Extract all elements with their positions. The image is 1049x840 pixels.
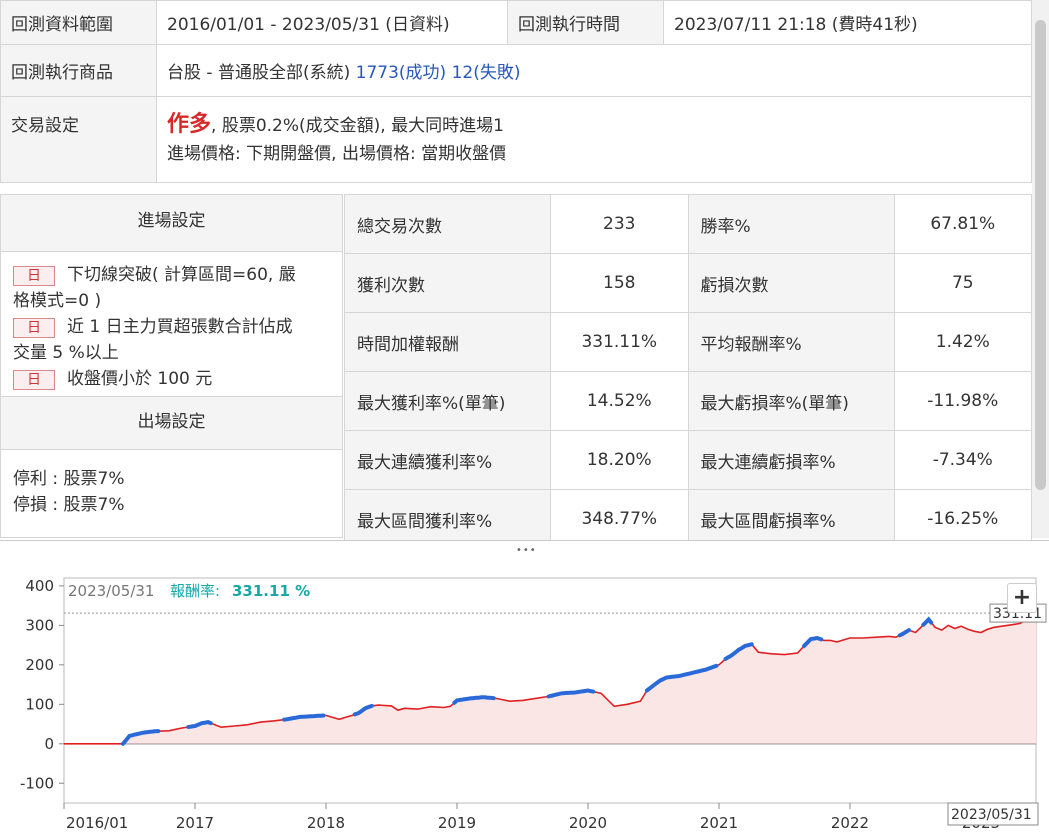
x-tick-label: 2020 bbox=[569, 814, 607, 832]
highlight-segment bbox=[802, 635, 824, 648]
return-area-fill bbox=[64, 613, 1036, 744]
highlight-segment bbox=[723, 642, 754, 661]
product-label: 回測執行商品 bbox=[0, 44, 157, 97]
entry-condition: 日下切線突破( 計算區間=60, 嚴 格模式=0 ) bbox=[1, 262, 342, 314]
highlight-segment bbox=[897, 628, 911, 638]
panel-splitter[interactable] bbox=[0, 540, 1049, 554]
highlight-segment bbox=[921, 616, 934, 627]
max-range-profit-label: 最大區間獲利率% bbox=[343, 489, 552, 549]
max-loss-single-label: 最大虧損率%(單筆) bbox=[687, 371, 895, 431]
success-count-link[interactable]: 1773(成功) bbox=[355, 63, 447, 83]
y-tick-label: 100 bbox=[25, 695, 54, 713]
y-tick-label: 0 bbox=[44, 735, 54, 753]
highlight-segment bbox=[452, 695, 496, 705]
condition-text: 近 1 日主力買超張數合計佔成 bbox=[67, 317, 293, 337]
highlight-segment bbox=[186, 720, 213, 729]
backtest-info-table: 回測資料範圍 2016/01/01 - 2023/05/31 (日資料) 回測執… bbox=[0, 0, 1032, 183]
avg-return-value: 1.42% bbox=[893, 312, 1033, 372]
range-value: 2016/01/01 - 2023/05/31 (日資料) bbox=[156, 0, 508, 45]
exec-time-value: 2023/07/11 21:18 (費時41秒) bbox=[663, 0, 1032, 45]
max-consec-loss-value: -7.34% bbox=[893, 430, 1033, 490]
take-profit-text: 停利 : 股票7% bbox=[13, 469, 125, 489]
max-range-loss-value: -16.25% bbox=[893, 489, 1033, 549]
strategy-settings-panel: 進場設定 日下切線突破( 計算區間=60, 嚴 格模式=0 ) 日近 1 日主力… bbox=[0, 194, 343, 538]
max-loss-single-value: -11.98% bbox=[893, 371, 1033, 431]
y-tick-label: -100 bbox=[20, 774, 54, 792]
exit-conditions: 停利 : 股票7% 停損 : 股票7% bbox=[1, 450, 342, 518]
daily-tag: 日 bbox=[13, 266, 55, 286]
max-range-loss-label: 最大區間虧損率% bbox=[687, 489, 895, 549]
x-tick-label: 2021 bbox=[700, 814, 738, 832]
daily-tag: 日 bbox=[13, 370, 55, 390]
entry-condition: 日收盤價小於 100 元 bbox=[1, 366, 342, 392]
product-value: 台股 - 普通股全部(系統) 1773(成功) 12(失敗) bbox=[156, 44, 1032, 97]
backtest-stats-table: 總交易次數 233 勝率% 67.81% 獲利次數 158 虧損次數 75 時間… bbox=[343, 194, 1033, 549]
y-tick-label: 300 bbox=[25, 616, 54, 634]
condition-text: 下切線突破( 計算區間=60, 嚴 bbox=[67, 265, 296, 285]
cursor-date-box bbox=[947, 802, 1039, 826]
chart-header-date: 2023/05/31 bbox=[68, 582, 154, 600]
y-tick-label: 200 bbox=[25, 656, 54, 674]
return-chart[interactable]: 400 300 200 100 0 -100 2016/01 2017 2018 2019 202… bbox=[0, 560, 1049, 840]
range-label: 回測資料範圍 bbox=[0, 0, 157, 45]
entry-settings-header: 進場設定 bbox=[1, 195, 342, 252]
zoom-in-button[interactable]: + bbox=[1007, 583, 1037, 613]
trade-setting-label: 交易設定 bbox=[0, 96, 157, 183]
total-trades-label: 總交易次數 bbox=[343, 194, 552, 254]
x-tick-label: 2016/01 bbox=[66, 814, 128, 832]
avg-return-label: 平均報酬率% bbox=[687, 312, 895, 372]
splitter-grip-icon[interactable]: ••• bbox=[516, 545, 537, 556]
scrollbar-thumb[interactable] bbox=[1035, 20, 1046, 490]
trade-setting-value: 作多, 股票0.2%(成交金額), 最大同時進場1 進場價格: 下期開盤價, 出… bbox=[156, 96, 1032, 183]
entry-conditions-list: 日下切線突破( 計算區間=60, 嚴 格模式=0 ) 日近 1 日主力買超張數合… bbox=[1, 252, 342, 396]
trade-price-text: 進場價格: 下期開盤價, 出場價格: 當期收盤價 bbox=[167, 144, 507, 164]
highlight-segment bbox=[352, 703, 374, 717]
chart-series-label: 報酬率: bbox=[170, 582, 220, 600]
condition-text-cont: 交量 5 %以上 bbox=[13, 343, 119, 363]
stop-loss-text: 停損 : 股票7% bbox=[13, 495, 125, 515]
win-rate-value: 67.81% bbox=[893, 194, 1033, 254]
x-tick-label: 2017 bbox=[176, 814, 214, 832]
exec-time-label: 回測執行時間 bbox=[507, 0, 664, 45]
highlight-segment bbox=[546, 688, 596, 699]
total-trades-value: 233 bbox=[550, 194, 689, 254]
entry-condition: 日近 1 日主力買超張數合計佔成 交量 5 %以上 bbox=[1, 314, 342, 366]
direction-long: 作多 bbox=[167, 112, 212, 137]
chart-series-value: 331.11 % bbox=[232, 582, 310, 600]
losses-value: 75 bbox=[893, 253, 1033, 313]
time-weighted-value: 331.11% bbox=[550, 312, 689, 372]
time-weighted-label: 時間加權報酬 bbox=[343, 312, 552, 372]
condition-text-cont: 格模式=0 ) bbox=[13, 291, 102, 311]
max-consec-loss-label: 最大連續虧損率% bbox=[687, 430, 895, 490]
max-consec-profit-value: 18.20% bbox=[550, 430, 689, 490]
exit-settings-header: 出場設定 bbox=[1, 396, 342, 450]
win-rate-label: 勝率% bbox=[687, 194, 895, 254]
highlight-segment bbox=[120, 729, 161, 746]
daily-tag: 日 bbox=[13, 318, 55, 338]
cursor-date-label: 2023/05/31 bbox=[951, 807, 1032, 823]
losses-label: 虧損次數 bbox=[687, 253, 895, 313]
condition-text: 收盤價小於 100 元 bbox=[67, 369, 213, 389]
wins-value: 158 bbox=[550, 253, 689, 313]
highlight-markers bbox=[120, 611, 1038, 746]
x-tick-label: 2019 bbox=[438, 814, 476, 832]
product-name: 台股 - 普通股全部(系統) bbox=[167, 63, 351, 83]
highlight-segment bbox=[282, 713, 326, 722]
y-axis-ticks: 400 300 200 100 0 -100 bbox=[20, 577, 64, 792]
fail-count-link[interactable]: 12(失敗) bbox=[451, 63, 521, 83]
highlight-segment bbox=[644, 663, 719, 693]
x-tick-label: 2018 bbox=[307, 814, 345, 832]
wins-label: 獲利次數 bbox=[343, 253, 552, 313]
max-consec-profit-label: 最大連續獲利率% bbox=[343, 430, 552, 490]
max-profit-single-value: 14.52% bbox=[550, 371, 689, 431]
max-range-profit-value: 348.77% bbox=[550, 489, 689, 549]
trade-fee-text: , 股票0.2%(成交金額), 最大同時進場1 bbox=[211, 116, 504, 136]
x-tick-label: 2022 bbox=[831, 814, 869, 832]
y-tick-label: 400 bbox=[25, 577, 54, 595]
max-profit-single-label: 最大獲利率%(單筆) bbox=[343, 371, 552, 431]
